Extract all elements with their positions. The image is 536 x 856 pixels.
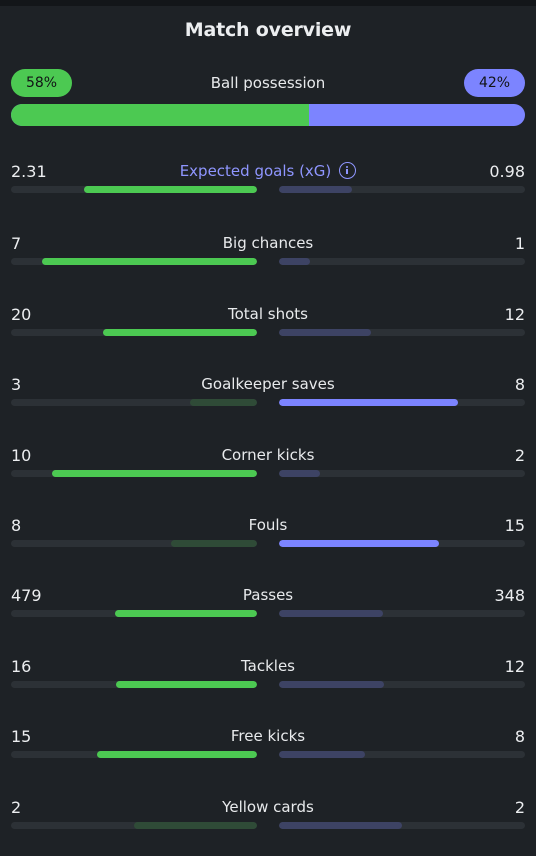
away-bar-fill: [279, 186, 353, 193]
home-bar-fill: [103, 329, 257, 336]
home-value: 7: [11, 234, 22, 253]
stat-row-fouls: 8 Fouls 15: [11, 516, 525, 556]
home-bar-fill: [171, 540, 257, 547]
away-bar-track: [279, 822, 525, 829]
home-bar-fill: [84, 186, 257, 193]
home-value: 479: [11, 586, 42, 605]
away-value: 15: [504, 516, 525, 535]
home-value: 10: [11, 446, 32, 465]
home-bar-fill: [96, 751, 257, 758]
away-value: 2: [514, 446, 525, 465]
stat-row-yellow-cards: 2 Yellow cards 2: [11, 798, 525, 838]
away-bar-track: [279, 329, 525, 336]
stat-row-total-shots: 20 Total shots 12: [11, 305, 525, 345]
home-bar-track: [11, 399, 257, 406]
home-bar-fill: [189, 399, 257, 406]
home-bar-track: [11, 470, 257, 477]
home-possession-badge: 58%: [11, 69, 72, 97]
home-bar-fill: [114, 610, 257, 617]
away-bar-track: [279, 681, 525, 688]
away-value: 8: [514, 727, 525, 746]
away-value: 12: [504, 657, 525, 676]
away-value: 348: [494, 586, 525, 605]
away-value: 2: [514, 798, 525, 817]
home-bar-fill: [134, 822, 257, 829]
possession-bar-home-fill: [11, 104, 310, 126]
stat-label: Yellow cards: [222, 798, 314, 816]
stat-label: Passes: [242, 586, 294, 604]
away-bar-fill: [279, 540, 440, 547]
away-bar-fill: [279, 470, 320, 477]
away-bar-track: [279, 540, 525, 547]
home-value: 16: [11, 657, 32, 676]
stat-label[interactable]: Expected goals (xG): [11, 162, 525, 180]
stat-label: Tackles: [240, 657, 296, 675]
home-bar-fill: [52, 470, 257, 477]
home-value: 2.31: [11, 162, 47, 181]
home-bar-fill: [41, 258, 257, 265]
away-value: 0.98: [489, 162, 525, 181]
away-bar-track: [279, 470, 525, 477]
top-strip: [0, 0, 536, 6]
home-bar-track: [11, 610, 257, 617]
away-bar-fill: [279, 822, 402, 829]
away-bar-fill: [279, 610, 383, 617]
stat-row-big-chances: 7 Big chances 1: [11, 234, 525, 274]
stat-row-free-kicks: 15 Free kicks 8: [11, 727, 525, 767]
stat-label: Free kicks: [230, 727, 306, 745]
home-bar-fill: [116, 681, 257, 688]
stat-label: Fouls: [248, 516, 288, 534]
stat-label: Goalkeeper saves: [201, 375, 335, 393]
away-bar-fill: [279, 399, 458, 406]
home-value: 2: [11, 798, 22, 817]
stat-row-corner-kicks: 10 Corner kicks 2: [11, 446, 525, 486]
stat-label: Corner kicks: [221, 446, 315, 464]
stat-row-xg: 2.31 Expected goals (xG) 0.98: [11, 162, 525, 202]
home-bar-track: [11, 540, 257, 547]
home-bar-track: [11, 329, 257, 336]
home-value: 3: [11, 375, 22, 394]
away-bar-track: [279, 610, 525, 617]
stat-label: Total shots: [228, 305, 308, 323]
away-bar-fill: [279, 258, 310, 265]
home-bar-track: [11, 186, 257, 193]
page-title: Match overview: [184, 19, 352, 41]
home-value: 8: [11, 516, 22, 535]
away-bar-fill: [279, 751, 365, 758]
stat-row-passes: 479 Passes 348: [11, 586, 525, 626]
away-bar-track: [279, 258, 525, 265]
away-bar-track: [279, 751, 525, 758]
away-value: 1: [514, 234, 525, 253]
possession-label: Ball possession: [210, 74, 326, 92]
home-bar-track: [11, 822, 257, 829]
stat-row-goalkeeper-saves: 3 Goalkeeper saves 8: [11, 375, 525, 415]
away-bar-fill: [279, 681, 385, 688]
away-bar-track: [279, 186, 525, 193]
possession-bar: [11, 104, 525, 126]
away-bar-track: [279, 399, 525, 406]
away-value: 12: [504, 305, 525, 324]
home-value: 20: [11, 305, 32, 324]
home-value: 15: [11, 727, 32, 746]
away-possession-badge: 42%: [464, 69, 525, 97]
stat-label: Big chances: [222, 234, 314, 252]
away-value: 8: [514, 375, 525, 394]
stat-label-text[interactable]: Expected goals (xG): [179, 162, 332, 180]
home-bar-track: [11, 681, 257, 688]
away-bar-fill: [279, 329, 372, 336]
home-bar-track: [11, 751, 257, 758]
info-icon[interactable]: [339, 162, 357, 179]
possession-header: 58% Ball possession 42%: [11, 69, 525, 97]
stat-row-tackles: 16 Tackles 12: [11, 657, 525, 697]
home-bar-track: [11, 258, 257, 265]
